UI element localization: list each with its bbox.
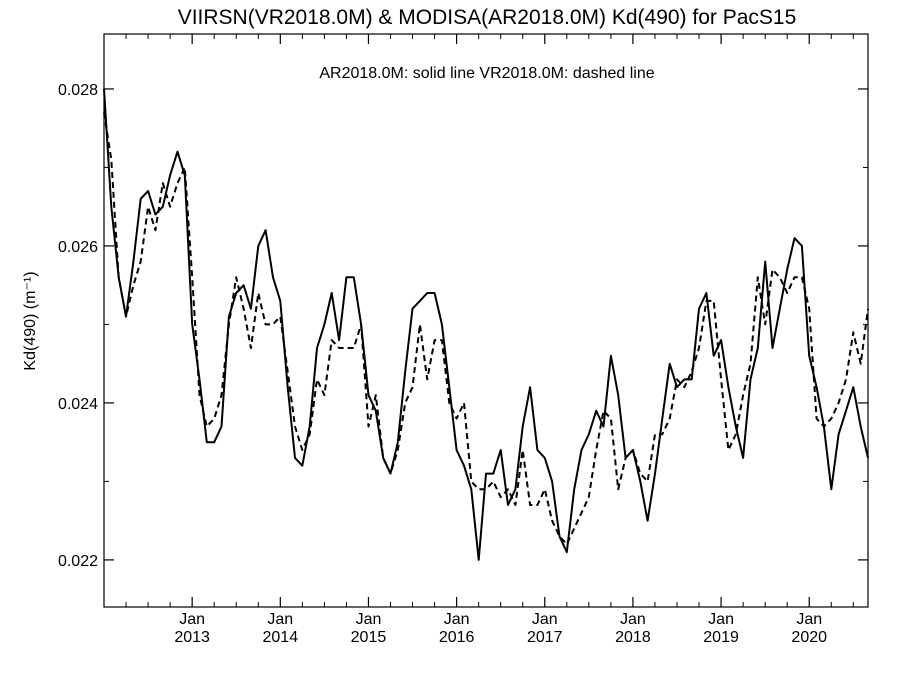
- plot-frame: [103, 33, 869, 608]
- axis-ticks: 0.0220.0240.0260.028Jan2013Jan2014Jan201…: [58, 34, 868, 646]
- x-tick-year-label: 2013: [174, 629, 210, 646]
- x-tick-year-label: 2019: [703, 629, 739, 646]
- x-tick-year-label: 2020: [791, 629, 827, 646]
- legend-text: AR2018.0M: solid line VR2018.0M: dashed …: [319, 65, 654, 82]
- series-line-ar2018-0m: [103, 88, 869, 561]
- x-tick-year-label: 2014: [263, 629, 299, 646]
- series-line-vr2018-0m: [103, 112, 869, 546]
- y-tick-label: 0.022: [58, 553, 98, 570]
- y-tick-label: 0.026: [58, 239, 98, 256]
- x-tick-year-label: 2017: [527, 629, 563, 646]
- x-tick-month-label: Jan: [708, 611, 734, 628]
- x-tick-month-label: Jan: [356, 611, 382, 628]
- x-tick-month-label: Jan: [444, 611, 470, 628]
- x-tick-month-label: Jan: [532, 611, 558, 628]
- x-tick-month-label: Jan: [179, 611, 205, 628]
- x-tick-month-label: Jan: [620, 611, 646, 628]
- x-tick-year-label: 2018: [615, 629, 651, 646]
- x-tick-year-label: 2015: [351, 629, 387, 646]
- x-tick-month-label: Jan: [796, 611, 822, 628]
- y-tick-label: 0.028: [58, 82, 98, 99]
- x-tick-year-label: 2016: [439, 629, 475, 646]
- y-axis-label: Kd(490) (m⁻¹): [22, 271, 39, 370]
- chart-title: VIIRSN(VR2018.0M) & MODISA(AR2018.0M) Kd…: [178, 6, 797, 29]
- series-lines: [103, 88, 869, 561]
- x-tick-month-label: Jan: [267, 611, 293, 628]
- y-tick-label: 0.024: [58, 396, 98, 413]
